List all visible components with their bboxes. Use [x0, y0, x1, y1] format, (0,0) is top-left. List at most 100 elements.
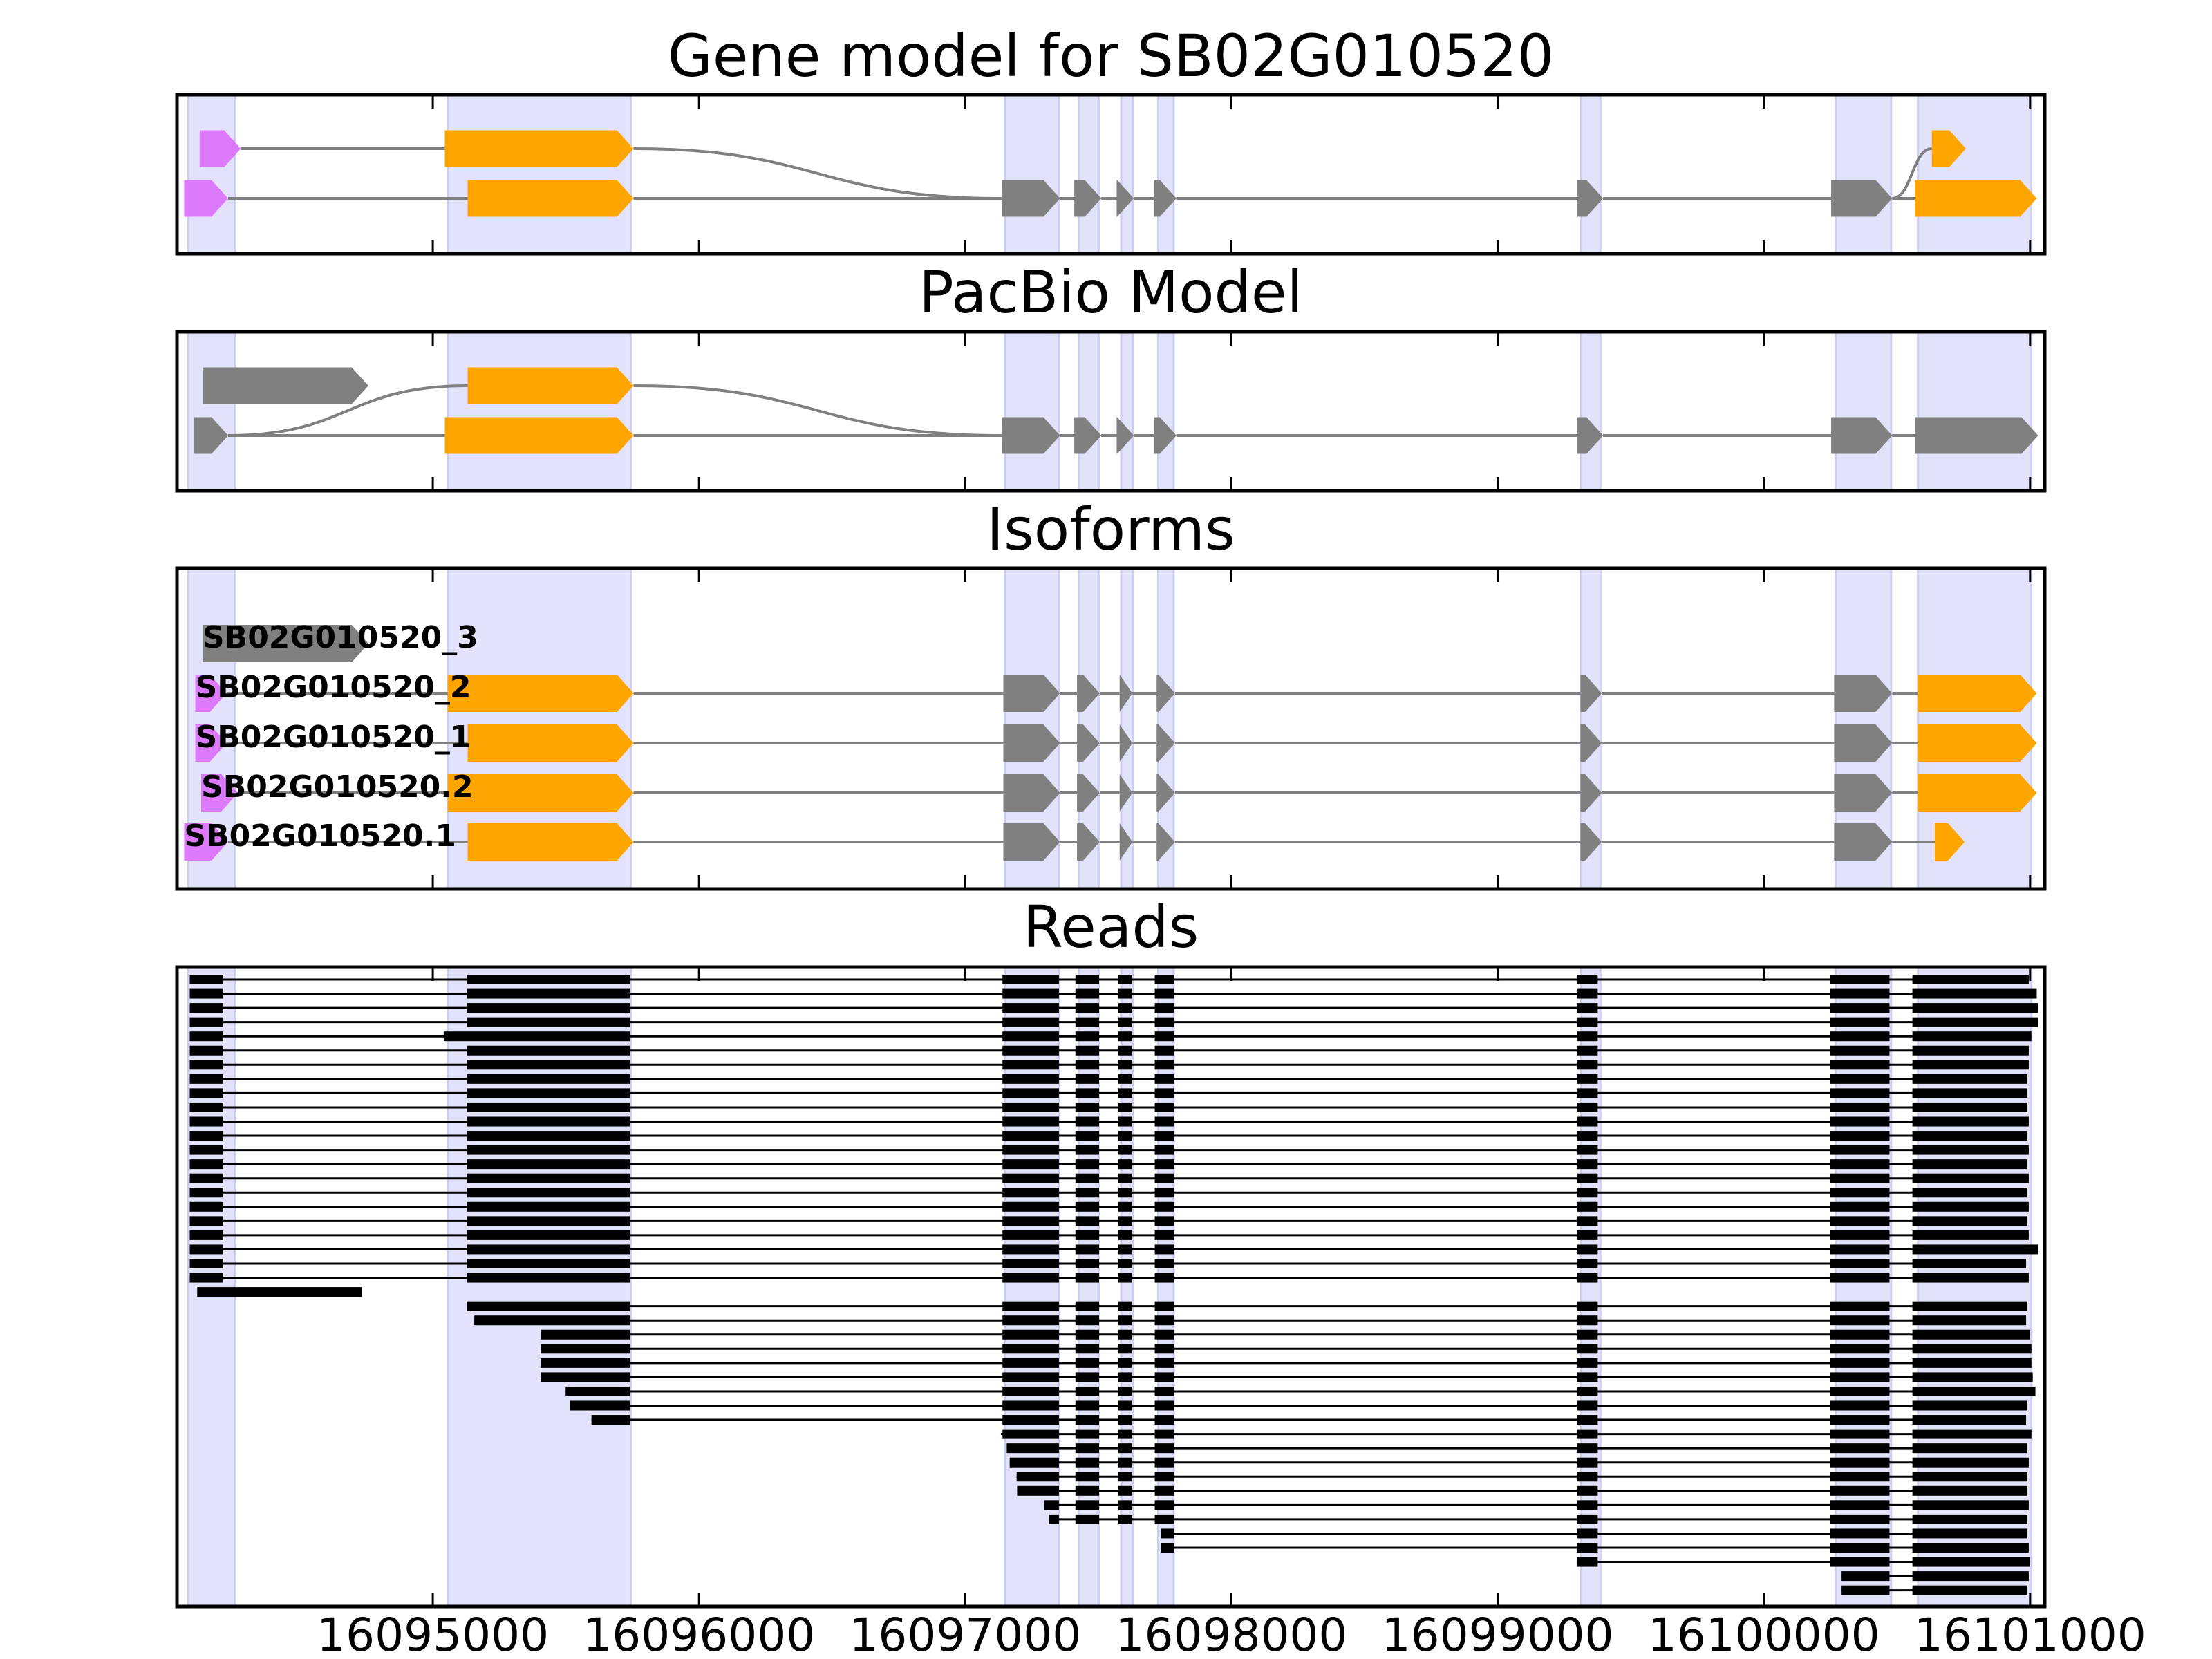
- exon-arrow: [1156, 774, 1175, 812]
- read-block: [467, 975, 630, 984]
- cds-exon-arrow: [1918, 675, 2037, 712]
- cds-exon-arrow: [1918, 774, 2037, 812]
- read-block: [1002, 1145, 1059, 1155]
- read-block: [467, 1259, 630, 1268]
- exon-arrow: [1834, 675, 1893, 712]
- exon-arrow: [1077, 724, 1100, 762]
- read-block: [1075, 1472, 1100, 1482]
- read-block: [1576, 1315, 1598, 1326]
- read-block: [1912, 1131, 2027, 1141]
- read-block: [1075, 1088, 1100, 1098]
- read-block: [1002, 1329, 1059, 1340]
- read-block: [467, 1060, 630, 1070]
- read-block: [189, 1230, 224, 1240]
- read-block: [467, 1074, 630, 1084]
- read-row: [541, 1372, 2033, 1382]
- read-block: [1161, 1543, 1174, 1553]
- read-block: [1841, 1585, 1890, 1595]
- read-block: [1118, 1188, 1132, 1198]
- read-block: [1118, 988, 1132, 999]
- read-block: [1075, 1358, 1100, 1368]
- read-block: [1154, 1301, 1174, 1311]
- intron-connector: [1891, 147, 1933, 200]
- read-block: [1118, 1344, 1132, 1354]
- read-row: [189, 1244, 2038, 1255]
- read-block: [1075, 1031, 1100, 1042]
- read-block: [467, 1230, 630, 1240]
- read-block: [591, 1415, 630, 1425]
- read-block: [1154, 1003, 1174, 1013]
- read-block: [1002, 988, 1059, 999]
- exon-arrow: [1156, 724, 1175, 762]
- isoform-label: SB02G010520.2: [201, 769, 474, 805]
- read-row: [189, 1173, 2029, 1183]
- read-block: [189, 1031, 224, 1042]
- read-block: [1154, 1145, 1174, 1155]
- read-block: [1002, 1415, 1059, 1425]
- read-block: [1118, 1415, 1132, 1425]
- read-block: [1118, 1216, 1132, 1226]
- read-row: [1044, 1500, 2029, 1510]
- read-block: [1912, 1102, 2027, 1112]
- read-row: [1841, 1571, 2029, 1582]
- read-row: [189, 1216, 2027, 1226]
- read-block: [1075, 1060, 1100, 1070]
- read-block: [1002, 1273, 1059, 1283]
- cds-exon-arrow: [447, 675, 634, 712]
- exon-arrow: [1002, 417, 1060, 454]
- read-block: [1075, 975, 1100, 984]
- read-row: [189, 1102, 2027, 1112]
- read-block: [1576, 1216, 1598, 1226]
- read-block: [1002, 1372, 1059, 1382]
- read-row: [1016, 1472, 2027, 1482]
- panel-frame: [175, 330, 2047, 493]
- read-block: [1002, 1429, 1059, 1439]
- read-block: [1830, 988, 1890, 999]
- read-block: [1912, 1173, 2029, 1183]
- read-block: [1075, 1244, 1100, 1255]
- exon-arrow: [202, 625, 368, 662]
- read-block: [1154, 1017, 1174, 1027]
- read-block: [1154, 975, 1174, 984]
- read-block: [1154, 1500, 1174, 1510]
- read-block: [541, 1329, 630, 1340]
- read-block: [1002, 1201, 1059, 1212]
- read-block: [1002, 1074, 1059, 1084]
- exon-region-shading: [1835, 330, 1893, 492]
- read-block: [541, 1372, 630, 1382]
- read-block: [541, 1358, 630, 1368]
- read-block: [570, 1400, 630, 1411]
- exon-arrow: [1577, 180, 1604, 217]
- read-block: [1830, 1344, 1890, 1354]
- exon-region-shading: [187, 93, 236, 255]
- read-block: [1830, 1045, 1890, 1056]
- read-block: [467, 1173, 630, 1183]
- read-block: [467, 1159, 630, 1170]
- read-block: [1576, 1088, 1598, 1098]
- exon-arrow: [1119, 675, 1133, 712]
- cds-exon-arrow: [1931, 130, 1967, 167]
- read-block: [1912, 1358, 2032, 1368]
- read-block: [467, 1017, 630, 1027]
- read-row: [189, 1060, 2029, 1070]
- exon-region-shading: [1004, 93, 1060, 255]
- read-block: [467, 1201, 630, 1212]
- read-block: [1576, 1116, 1598, 1127]
- read-block: [1154, 1415, 1174, 1425]
- read-block: [467, 1131, 630, 1141]
- read-block: [189, 1244, 224, 1255]
- pacbio-model-title: PacBio Model: [919, 259, 1303, 326]
- read-row: [1841, 1585, 2027, 1595]
- read-block: [1576, 1017, 1598, 1027]
- read-block: [467, 1045, 630, 1056]
- isoform-label: SB02G010520_1: [196, 720, 471, 755]
- read-block: [1154, 1116, 1174, 1127]
- read-block: [1830, 1116, 1890, 1127]
- read-block: [189, 1088, 224, 1098]
- read-block: [1912, 1301, 2027, 1311]
- read-block: [1830, 1557, 1890, 1567]
- exon-region-shading: [1835, 93, 1893, 255]
- read-row: [1576, 1557, 2030, 1567]
- read-block: [1154, 1045, 1174, 1056]
- read-block: [189, 1259, 224, 1268]
